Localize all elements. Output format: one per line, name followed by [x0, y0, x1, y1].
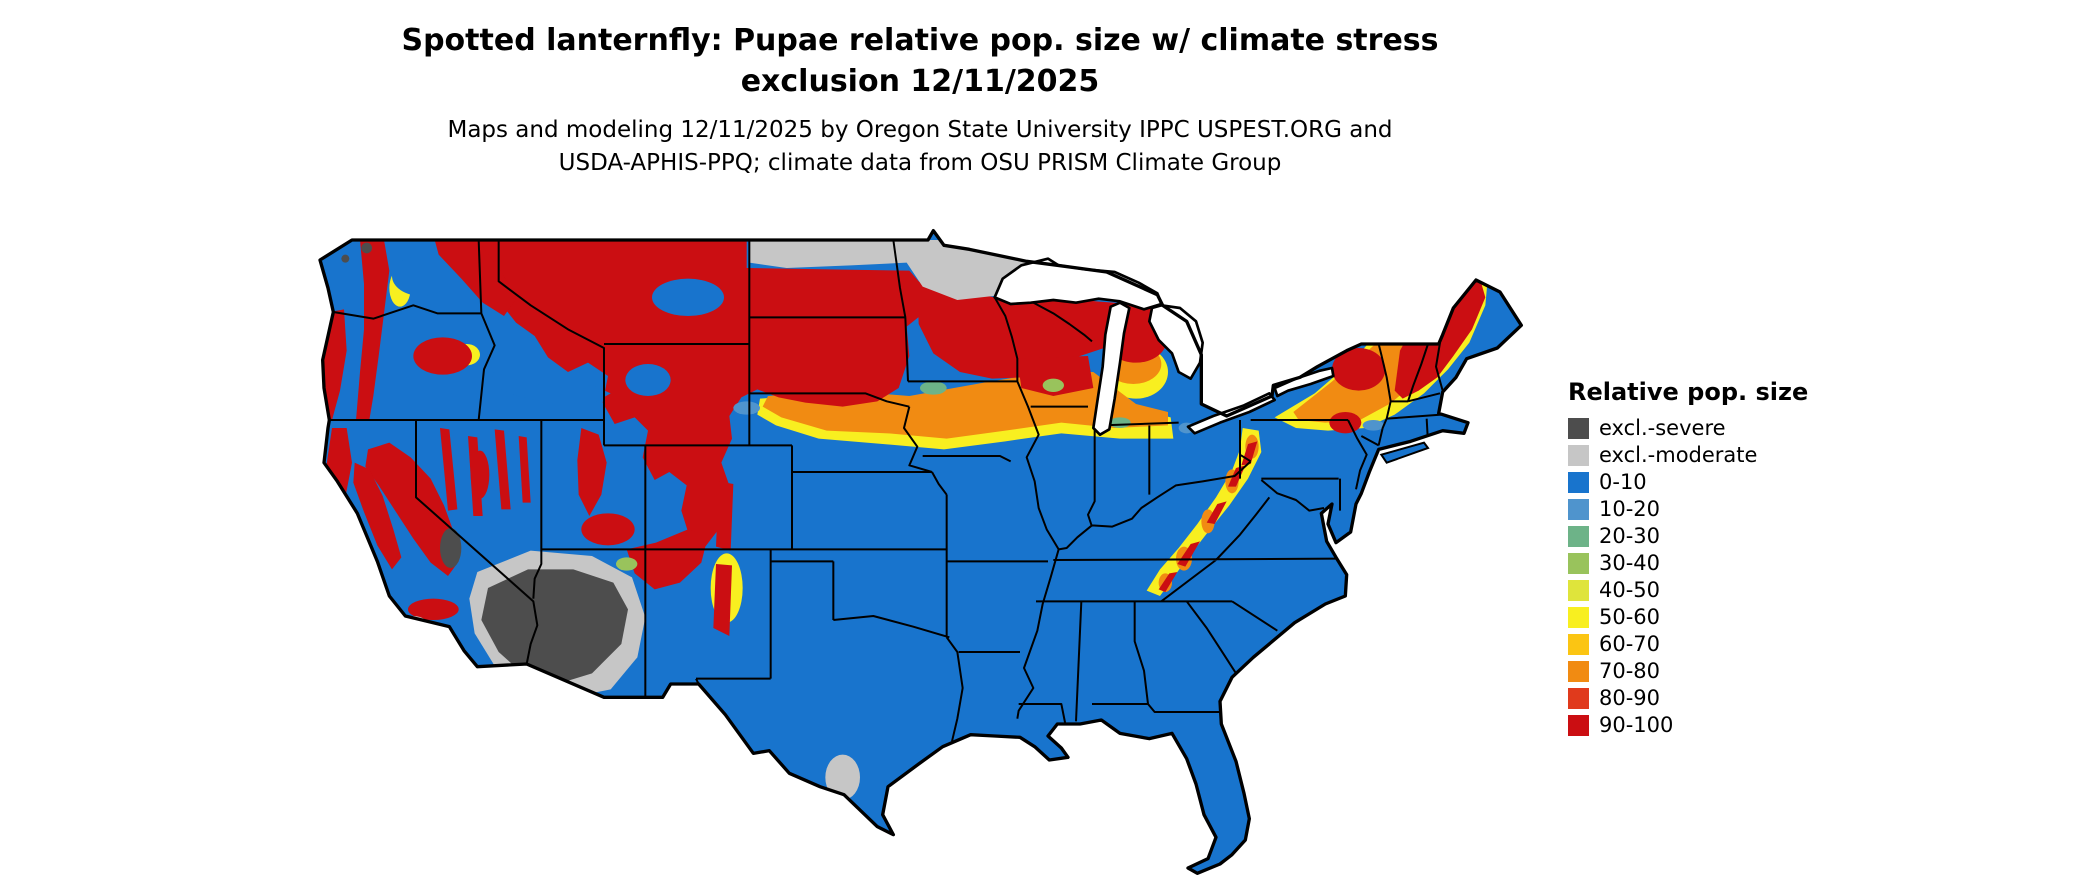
- legend-item: excl.-moderate: [1568, 443, 1808, 468]
- map-subtitle-line2: USDA-APHIS-PPQ; climate data from OSU PR…: [558, 150, 1282, 176]
- legend-item: 80-90: [1568, 686, 1808, 711]
- low-pop-pockets: [392, 256, 724, 404]
- legend-item: 40-50: [1568, 578, 1808, 603]
- legend-item: 20-30: [1568, 524, 1808, 549]
- legend-item: 0-10: [1568, 470, 1808, 495]
- legend-swatch: [1568, 418, 1589, 439]
- map-subtitle: Maps and modeling 12/11/2025 by Oregon S…: [0, 114, 1840, 180]
- map-title-line1: Spotted lanternfly: Pupae relative pop. …: [401, 23, 1439, 58]
- legend-item-label: 0-10: [1599, 470, 1647, 494]
- legend-item-label: 40-50: [1599, 578, 1661, 602]
- legend-swatch: [1568, 634, 1589, 655]
- legend-item: 10-20: [1568, 497, 1808, 522]
- legend-swatch: [1568, 661, 1589, 682]
- legend-item: 60-70: [1568, 632, 1808, 657]
- legend-swatch: [1568, 526, 1589, 547]
- map-subtitle-line1: Maps and modeling 12/11/2025 by Oregon S…: [447, 117, 1393, 143]
- legend-item-label: 90-100: [1599, 713, 1674, 737]
- map-title: Spotted lanternfly: Pupae relative pop. …: [0, 20, 1840, 102]
- legend-item: 90-100: [1568, 713, 1808, 738]
- long-island: [1379, 441, 1430, 464]
- legend-item: 30-40: [1568, 551, 1808, 576]
- legend-item-label: 10-20: [1599, 497, 1661, 521]
- legend-item-label: 20-30: [1599, 524, 1661, 548]
- us-map: [318, 229, 1523, 875]
- legend-item-label: excl.-severe: [1599, 416, 1726, 440]
- legend-swatch: [1568, 607, 1589, 628]
- legend-item-label: 80-90: [1599, 686, 1661, 710]
- national-border: [318, 229, 1523, 875]
- legend-item-label: 50-60: [1599, 605, 1661, 629]
- us-map-container: [305, 228, 1555, 888]
- map-title-line2: exclusion 12/11/2025: [740, 64, 1100, 99]
- legend-item: 70-80: [1568, 659, 1808, 684]
- legend-swatch: [1568, 688, 1589, 709]
- legend-swatch: [1568, 445, 1589, 466]
- excl-severe-regions: [341, 242, 628, 684]
- legend: Relative pop. size excl.-severe excl.-mo…: [1568, 378, 1808, 740]
- legend-item-label: 70-80: [1599, 659, 1661, 683]
- lake-michigan: [1092, 301, 1131, 436]
- header: Spotted lanternfly: Pupae relative pop. …: [0, 20, 1840, 180]
- state-borders: [329, 239, 1444, 742]
- legend-swatch: [1568, 553, 1589, 574]
- legend-item: excl.-severe: [1568, 416, 1808, 441]
- legend-title: Relative pop. size: [1568, 378, 1809, 406]
- legend-item: 50-60: [1568, 605, 1808, 630]
- legend-swatch: [1568, 499, 1589, 520]
- legend-swatch: [1568, 472, 1589, 493]
- legend-item-label: excl.-moderate: [1599, 443, 1758, 467]
- legend-item-label: 30-40: [1599, 551, 1661, 575]
- legend-swatch: [1568, 580, 1589, 601]
- legend-swatch: [1568, 715, 1589, 736]
- legend-item-label: 60-70: [1599, 632, 1661, 656]
